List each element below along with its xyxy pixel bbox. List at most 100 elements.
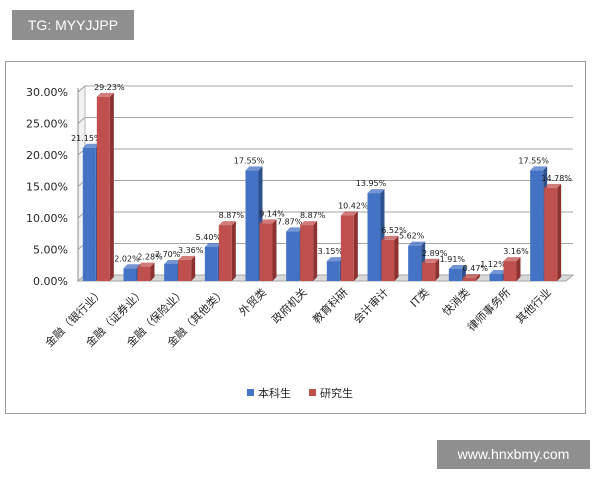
- bar-side: [475, 274, 480, 281]
- bar-top: [245, 166, 263, 171]
- bar-side: [394, 235, 399, 281]
- bar: [300, 225, 314, 281]
- bar-side: [516, 257, 521, 281]
- x-tick-label: 会计审计: [350, 285, 391, 326]
- data-label: 2.02%: [114, 254, 140, 263]
- bar-top: [137, 262, 155, 267]
- bar: [123, 268, 137, 281]
- bar-top: [286, 227, 304, 232]
- bar-top: [381, 235, 399, 240]
- bar-top: [489, 269, 507, 274]
- gridline: [77, 180, 573, 187]
- bar-top: [422, 258, 440, 263]
- x-tick-label: 快消类: [439, 285, 472, 318]
- bar: [340, 215, 354, 281]
- y-tick-label: 15.00%: [26, 181, 68, 194]
- data-label: 29.23%: [94, 83, 125, 92]
- gridline: [77, 85, 573, 93]
- y-tick-label: 10.00%: [26, 212, 68, 225]
- x-tick-label: 律师事务所: [465, 286, 513, 334]
- bar: [96, 96, 110, 281]
- bar-side: [109, 92, 114, 281]
- bar: [530, 170, 544, 281]
- bar-top: [462, 274, 480, 279]
- gridline: [77, 211, 573, 219]
- bar: [381, 239, 395, 281]
- data-label: 0.47%: [463, 264, 489, 273]
- bar: [137, 266, 151, 281]
- x-tick-label: 政府机关: [269, 285, 310, 326]
- data-label: 8.87%: [300, 211, 326, 220]
- data-label: 5.40%: [196, 233, 222, 242]
- bar: [489, 273, 503, 281]
- bar: [82, 147, 96, 281]
- data-label: 2.89%: [422, 249, 448, 258]
- bar-top: [123, 264, 141, 269]
- data-label: 14.78%: [541, 174, 572, 183]
- watermark-badge: TG: MYYJJPP: [12, 10, 134, 40]
- bar: [326, 261, 340, 281]
- bar-side: [272, 219, 277, 281]
- bar: [544, 187, 558, 281]
- legend-swatch: [247, 389, 254, 396]
- data-label: 2.28%: [137, 253, 163, 262]
- data-label: 21.15%: [71, 134, 102, 143]
- bar-top: [178, 255, 196, 260]
- y-tick-label: 20.00%: [26, 149, 68, 162]
- data-label: 8.87%: [219, 211, 245, 220]
- bar-top: [503, 257, 521, 262]
- legend-label: 研究生: [320, 386, 353, 400]
- bar: [448, 268, 462, 281]
- data-label: 9.14%: [259, 209, 285, 218]
- data-label: 3.16%: [503, 247, 529, 256]
- gridline: [77, 148, 573, 156]
- bar-top: [204, 242, 222, 247]
- data-label: 2.70%: [155, 250, 181, 259]
- legend-swatch: [309, 389, 316, 396]
- bar-top: [300, 221, 318, 226]
- bar-top: [367, 189, 385, 194]
- bar: [204, 246, 218, 281]
- bar-side: [191, 255, 196, 281]
- data-label: 17.55%: [234, 156, 265, 165]
- gridline: [77, 117, 573, 124]
- bar-top: [218, 221, 236, 226]
- data-label: 13.95%: [356, 179, 387, 188]
- data-label: 17.55%: [518, 156, 549, 165]
- site-url-badge: www.hnxbmy.com: [437, 440, 590, 469]
- data-label: 1.91%: [440, 255, 466, 264]
- bar-top: [259, 219, 277, 224]
- bar-top: [530, 166, 548, 171]
- bar: [462, 278, 476, 281]
- bar: [245, 170, 259, 281]
- bar-side: [435, 258, 440, 281]
- bar: [164, 263, 178, 281]
- bar: [218, 225, 232, 281]
- x-tick-label: 外贸类: [236, 285, 269, 318]
- bar-side: [231, 221, 236, 281]
- y-tick-label: 0.00%: [33, 275, 68, 288]
- bar: [408, 245, 422, 281]
- bar-side: [313, 221, 318, 281]
- y-tick-label: 25.00%: [26, 118, 68, 131]
- y-tick-label: 5.00%: [33, 244, 68, 257]
- bar-side: [353, 211, 358, 281]
- x-tick-label: 教育科研: [309, 285, 350, 326]
- data-label: 3.15%: [318, 247, 344, 256]
- bar: [422, 262, 436, 281]
- bar-top: [544, 183, 562, 188]
- bar-side: [150, 262, 155, 281]
- data-label: 3.36%: [178, 246, 204, 255]
- bar: [503, 261, 517, 281]
- legend-label: 本科生: [258, 386, 291, 400]
- x-tick-label: 其他行业: [513, 286, 553, 326]
- bar: [178, 259, 192, 281]
- data-label: 7.87%: [277, 217, 303, 226]
- bar: [259, 223, 273, 281]
- bar: [286, 231, 300, 281]
- data-label: 5.62%: [399, 232, 425, 241]
- x-tick-label: IT类: [407, 285, 432, 310]
- bar-top: [448, 264, 466, 269]
- bar-top: [82, 143, 100, 148]
